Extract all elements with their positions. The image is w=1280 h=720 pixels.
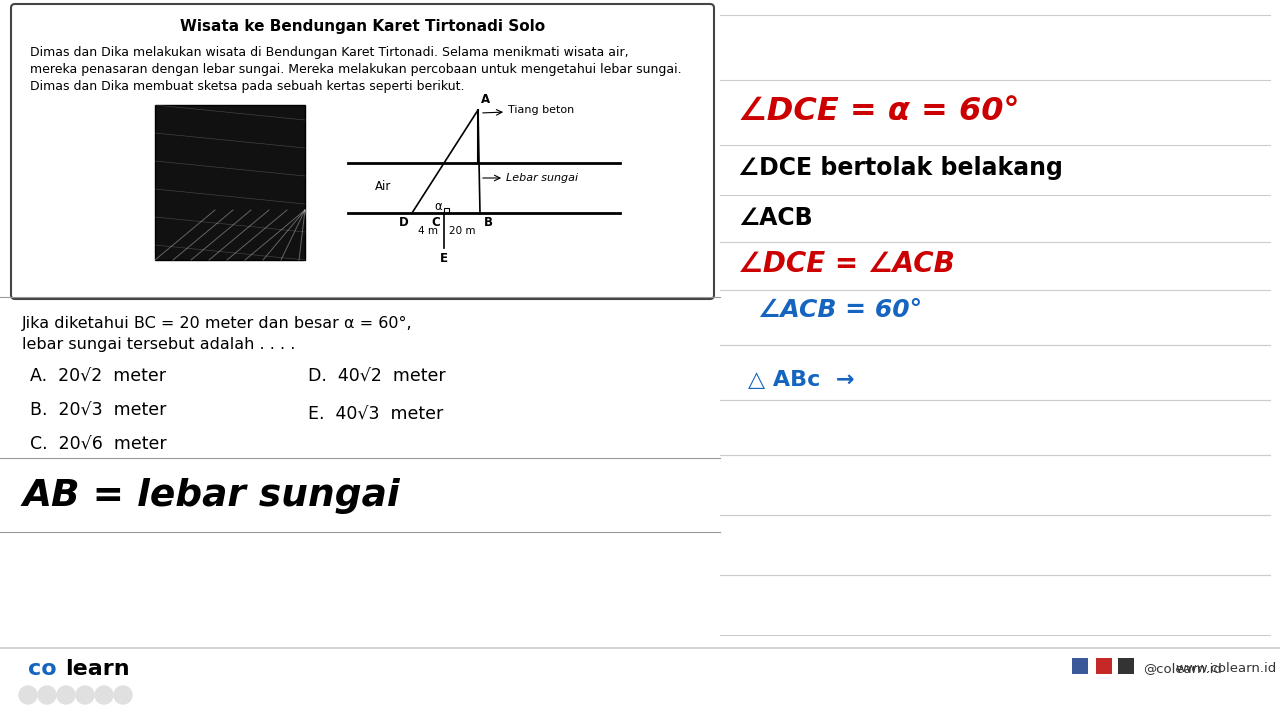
Text: 20 m: 20 m — [449, 226, 475, 236]
Text: ∠ACB: ∠ACB — [739, 206, 813, 230]
Bar — [444, 208, 449, 213]
Text: Jika diketahui BC = 20 meter dan besar α = 60°,: Jika diketahui BC = 20 meter dan besar α… — [22, 316, 412, 331]
Text: C.  20√6  meter: C. 20√6 meter — [29, 436, 166, 454]
Circle shape — [58, 686, 76, 704]
Text: Dimas dan Dika membuat sketsa pada sebuah kertas seperti berikut.: Dimas dan Dika membuat sketsa pada sebua… — [29, 80, 465, 93]
Text: ∠DCE bertolak belakang: ∠DCE bertolak belakang — [739, 156, 1062, 180]
Text: Tiang beton: Tiang beton — [508, 105, 575, 115]
Text: mereka penasaran dengan lebar sungai. Mereka melakukan percobaan untuk mengetahu: mereka penasaran dengan lebar sungai. Me… — [29, 63, 682, 76]
Text: ∠DCE = ∠ACB: ∠DCE = ∠ACB — [739, 250, 955, 278]
Text: A.  20√2  meter: A. 20√2 meter — [29, 368, 166, 386]
Text: Air: Air — [375, 181, 392, 194]
Text: E.  40√3  meter: E. 40√3 meter — [308, 406, 443, 424]
Text: Wisata ke Bendungan Karet Tirtonadi Solo: Wisata ke Bendungan Karet Tirtonadi Solo — [180, 19, 545, 34]
Text: A: A — [481, 93, 490, 106]
Text: lebar sungai tersebut adalah . . . .: lebar sungai tersebut adalah . . . . — [22, 337, 296, 352]
Text: α: α — [434, 200, 442, 214]
Text: @colearn.id: @colearn.id — [1143, 662, 1222, 675]
Text: C: C — [431, 216, 440, 229]
Circle shape — [38, 686, 56, 704]
Text: 4 m: 4 m — [419, 226, 438, 236]
Text: ∠ACB = 60°: ∠ACB = 60° — [758, 298, 922, 322]
FancyBboxPatch shape — [12, 4, 714, 299]
Text: B: B — [484, 216, 493, 229]
Circle shape — [19, 686, 37, 704]
Text: Dimas dan Dika melakukan wisata di Bendungan Karet Tirtonadi. Selama menikmati w: Dimas dan Dika melakukan wisata di Bendu… — [29, 46, 628, 59]
Circle shape — [76, 686, 93, 704]
Bar — [1073, 658, 1088, 674]
Bar — [1117, 658, 1134, 674]
Bar — [155, 105, 305, 260]
Text: E: E — [440, 252, 448, 265]
Text: △ ABc  →: △ ABc → — [748, 370, 855, 390]
Text: co: co — [28, 659, 56, 679]
Circle shape — [114, 686, 132, 704]
Circle shape — [95, 686, 113, 704]
Text: D: D — [399, 216, 410, 229]
Bar — [1096, 658, 1112, 674]
Text: www.colearn.id: www.colearn.id — [1175, 662, 1276, 675]
Text: AB = lebar sungai: AB = lebar sungai — [22, 478, 399, 514]
Text: B.  20√3  meter: B. 20√3 meter — [29, 402, 166, 420]
Text: ∠DCE = α = 60°: ∠DCE = α = 60° — [739, 96, 1019, 127]
Text: D.  40√2  meter: D. 40√2 meter — [308, 368, 445, 386]
Text: Lebar sungai: Lebar sungai — [506, 173, 579, 183]
Text: learn: learn — [65, 659, 129, 679]
